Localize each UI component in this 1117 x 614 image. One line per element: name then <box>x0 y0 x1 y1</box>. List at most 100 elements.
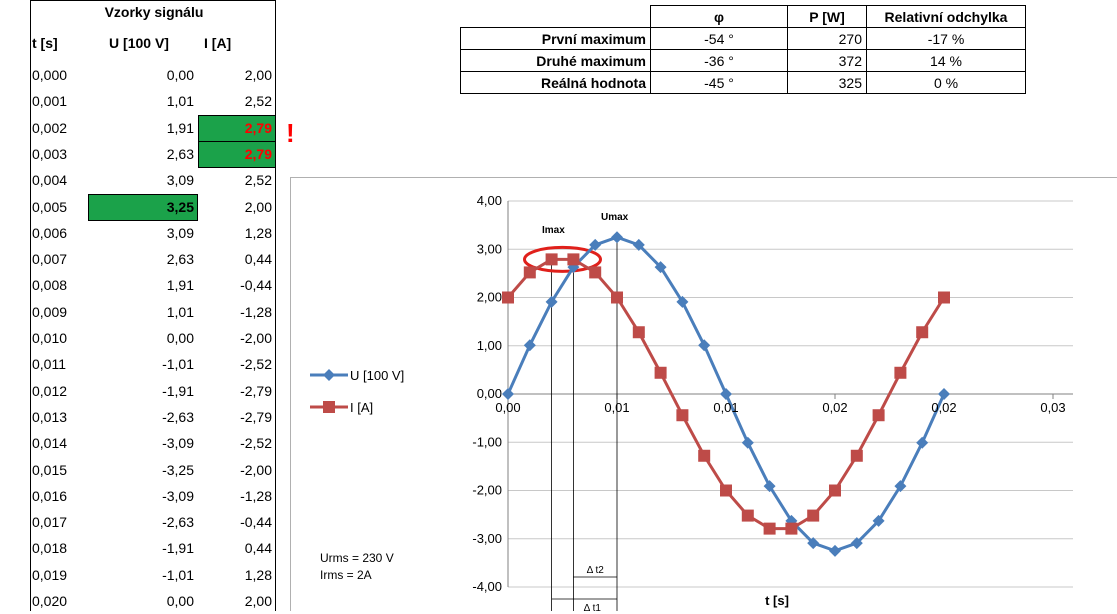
table-row: 0,020 0,00 2,00 <box>32 588 276 614</box>
summary-rel: -17 % <box>866 27 1026 50</box>
data-point-u <box>720 388 732 400</box>
data-point-u <box>545 295 558 308</box>
summary-row: První maximum -54 ° 270 -17 % <box>460 27 1026 50</box>
data-point-i <box>589 266 602 279</box>
imax-ellipse <box>523 245 602 273</box>
data-point-u <box>872 514 885 527</box>
data-point-i <box>720 484 732 497</box>
data-point-u <box>829 544 841 557</box>
data-point-i <box>850 449 863 462</box>
data-point-i <box>698 449 711 462</box>
cell-t: 0,011 <box>32 356 66 373</box>
table-row: 0,009 1,01 -1,28 <box>32 299 276 325</box>
x-tick-label: 0,02 <box>822 400 847 415</box>
cell-t: 0,015 <box>32 461 68 478</box>
data-point-i <box>545 253 558 266</box>
cell-u: 3,09 <box>166 172 194 189</box>
data-point-i <box>894 366 907 379</box>
chart-legend: U [100 V] I [A] <box>310 368 404 415</box>
cell-u: 3,25 <box>166 198 194 215</box>
x-tick-label: 0,00 <box>495 400 520 415</box>
cell-t: 0,012 <box>32 382 68 399</box>
summary-row-label: Reálná hodnota <box>460 71 651 94</box>
cell-i: 1,28 <box>244 566 272 583</box>
table-row: 0,012 -1,91 -2,79 <box>32 378 276 404</box>
data-point-i <box>632 326 645 339</box>
cell-u: -3,09 <box>162 487 194 504</box>
summary-header-blank <box>460 5 651 28</box>
y-tick-label: -2,00 <box>472 483 502 498</box>
data-point-i <box>654 366 667 379</box>
cell-i: 1,28 <box>244 224 272 241</box>
legend-label: I [A] <box>350 400 373 415</box>
cell-i: 2,00 <box>244 198 272 215</box>
cell-i: 2,79 <box>244 119 272 136</box>
cell-u: 1,91 <box>166 119 194 136</box>
data-point-u <box>938 388 950 400</box>
cell-u: 2,63 <box>166 251 194 268</box>
cell-i: -2,00 <box>240 330 272 346</box>
cell-i: -2,79 <box>240 408 272 425</box>
summary-phi: -45 ° <box>650 71 788 94</box>
note-irms: Irms = 2A <box>320 568 372 582</box>
col-header-t: t [s] <box>32 35 58 51</box>
cell-i: -2,79 <box>240 382 272 399</box>
data-point-u <box>676 295 689 308</box>
cell-u: -3,09 <box>162 435 194 452</box>
table-row: 0,002 1,91 2,79 <box>32 114 276 142</box>
summary-row-label: Druhé maximum <box>460 49 651 72</box>
data-point-u <box>502 388 514 400</box>
cell-u: 0,00 <box>166 593 194 609</box>
annotation-imax: Imax <box>542 225 565 236</box>
cell-i: 2,52 <box>244 93 272 110</box>
cell-t: 0,000 <box>32 67 68 83</box>
table-border-right <box>275 0 276 611</box>
data-point-u <box>589 238 602 251</box>
samples-table: Vzorky signálu t [s] U [100 V] I [A] 0,0… <box>30 0 276 614</box>
cell-u: -2,63 <box>162 514 194 531</box>
voltage-max-highlight <box>88 193 198 221</box>
x-tick-label: 0,01 <box>604 400 629 415</box>
cell-i: 2,52 <box>244 172 272 189</box>
x-tick-label: 0,03 <box>1040 400 1065 415</box>
cell-t: 0,008 <box>32 277 68 294</box>
data-point-i <box>829 484 841 497</box>
chart-frame <box>290 177 1117 611</box>
col-header-u: U [100 V] <box>109 35 169 51</box>
summary-header-row: φ P [W] Relativní odchylka <box>460 5 1026 28</box>
legend-label: U [100 V] <box>350 368 404 383</box>
annotation-dt2: Δ t2 <box>587 565 605 576</box>
table-row: 0,008 1,91 -0,44 <box>32 272 276 298</box>
cell-u: -2,63 <box>162 408 194 425</box>
x-axis-label: t [s] <box>765 593 789 608</box>
data-point-u <box>632 238 645 251</box>
summary-row: Reálná hodnota -45 ° 325 0 % <box>460 71 1026 94</box>
table-row: 0,016 -3,09 -1,28 <box>32 483 276 509</box>
annotation-dt1: Δ t1 <box>584 603 602 611</box>
summary-phi: -54 ° <box>650 27 788 50</box>
cell-i: -1,28 <box>240 487 272 504</box>
table-row: 0,011 -1,01 -2,52 <box>32 351 276 377</box>
y-tick-label: -1,00 <box>472 434 502 449</box>
cell-u: 1,01 <box>166 303 194 320</box>
cell-i: 2,00 <box>244 67 272 83</box>
summary-phi: -36 ° <box>650 49 788 72</box>
table-row: 0,019 -1,01 1,28 <box>32 562 276 588</box>
chart-gridlines <box>508 200 1073 588</box>
data-point-i <box>938 291 950 304</box>
cell-t: 0,013 <box>32 408 68 425</box>
data-point-i <box>916 326 929 339</box>
table-row: 0,001 1,01 2,52 <box>32 88 276 114</box>
cell-i: -2,52 <box>240 435 272 452</box>
data-point-i <box>785 522 798 535</box>
cell-t: 0,003 <box>32 145 68 162</box>
y-tick-label: 1,00 <box>477 338 502 353</box>
data-point-u <box>654 261 667 274</box>
data-point-u <box>763 480 776 493</box>
summary-power: 372 <box>787 49 867 72</box>
note-urms: Urms = 230 V <box>320 551 394 565</box>
cell-t: 0,010 <box>32 330 68 346</box>
summary-header-power: P [W] <box>787 5 867 28</box>
x-tick-label: 0,02 <box>931 400 956 415</box>
